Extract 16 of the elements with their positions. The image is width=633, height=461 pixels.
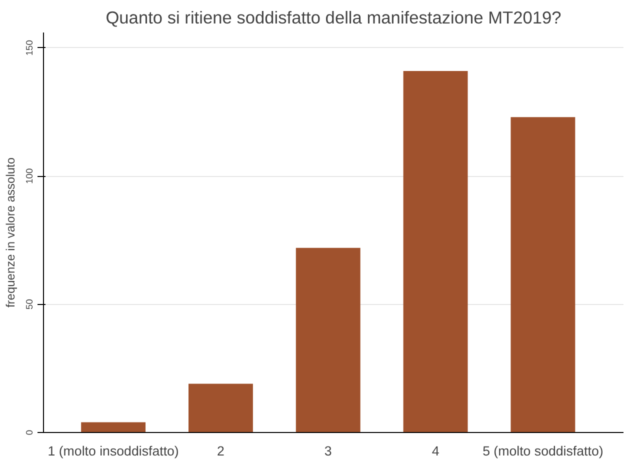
x-tick-label: 3 <box>324 444 332 458</box>
y-tick-label: 100 <box>24 168 34 184</box>
y-tick-label: 50 <box>24 299 34 310</box>
y-tick-label: 0 <box>24 430 34 436</box>
x-tick-label: 2 <box>217 444 224 458</box>
x-tick-label: 5 (molto soddisfatto) <box>482 444 604 458</box>
bar <box>296 248 360 432</box>
chart-title: Quanto si ritiene soddisfatto della manifestazione MT2019? <box>106 8 562 28</box>
x-tick-label: 4 <box>432 444 440 458</box>
bar <box>510 117 576 432</box>
bar <box>403 70 468 432</box>
y-tick-label: 150 <box>24 40 34 56</box>
y-axis-title: frequenze in valore assoluto <box>4 157 18 308</box>
x-tick-label: 1 (molto insoddisfatto) <box>48 444 179 458</box>
bar <box>81 422 146 432</box>
bar <box>188 384 253 432</box>
